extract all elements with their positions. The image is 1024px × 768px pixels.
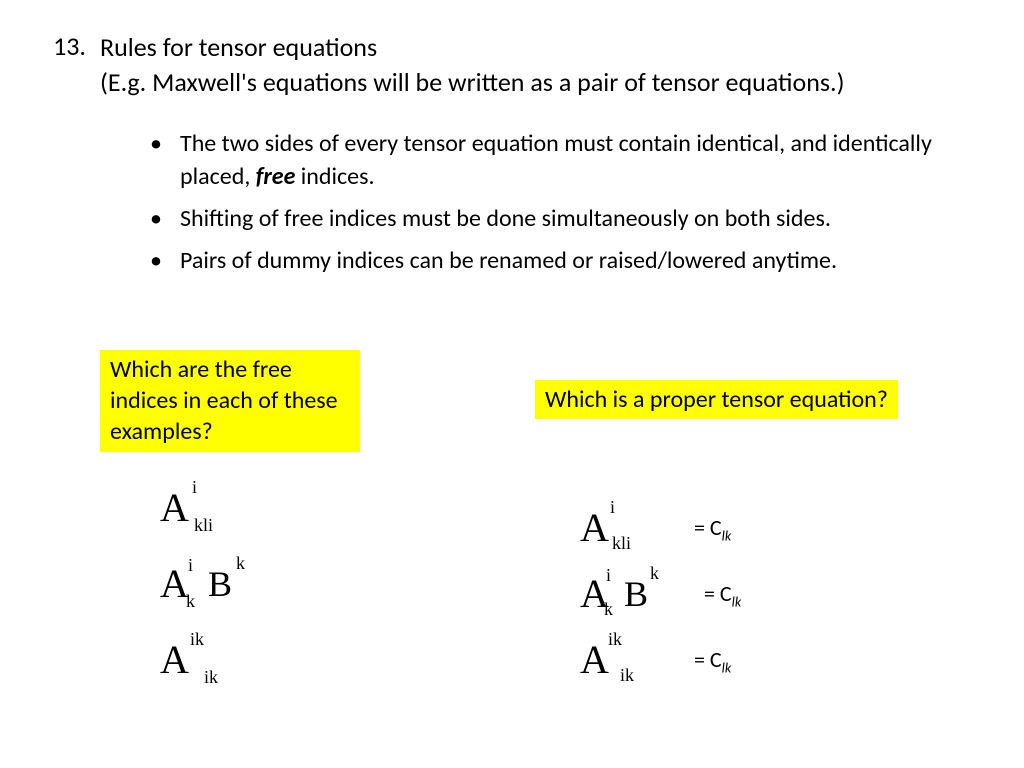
question-2: Which is a proper tensor equation? [535,380,898,419]
rhs-1: = Clk [694,514,731,544]
slide: 13. Rules for tensor equations (E.g. Max… [0,0,1024,768]
right-eq-row-3: Aikik = Clk [580,632,741,690]
right-equations: Aikli = Clk AikBk = Clk Aikik = Clk [580,500,741,698]
tensor-expression: Aikli [160,480,250,538]
question-2-box: Which is a proper tensor equation? [535,380,898,419]
left-equations: Aikli AikBk Aikik [160,480,260,708]
title-row: 13. Rules for tensor equations (E.g. Max… [50,30,974,100]
title-line1: Rules for tensor equations [100,30,845,65]
tensor-expression: AikBk [160,556,260,614]
bullet-1-post: indices. [295,162,374,191]
left-eq-row-3: Aikik [160,632,260,690]
bullet-list: The two sides of every tensor equation m… [150,128,974,278]
title-block: Rules for tensor equations (E.g. Maxwell… [100,30,845,100]
question-1: Which are the free indices in each of th… [100,350,360,452]
title-number: 13. [50,30,86,64]
tensor-expression: Aikik [580,632,670,690]
bullet-3: Pairs of dummy indices can be renamed or… [150,245,974,277]
tensor-expression: Aikli [580,500,670,558]
bullet-2: Shifting of free indices must be done si… [150,203,974,235]
tensor-expression: AikBk [580,566,680,624]
right-eq-row-1: Aikli = Clk [580,500,741,558]
question-1-box: Which are the free indices in each of th… [100,350,360,452]
rhs-3: = Clk [694,646,731,676]
title-line2: (E.g. Maxwell's equations will be writte… [100,65,845,100]
bullet-1-em: free [256,162,296,191]
left-eq-row-2: AikBk [160,556,260,614]
tensor-expression: Aikik [160,632,250,690]
left-eq-row-1: Aikli [160,480,260,538]
right-eq-row-2: AikBk = Clk [580,566,741,624]
rhs-2: = Clk [704,580,741,610]
bullet-1: The two sides of every tensor equation m… [150,128,974,193]
